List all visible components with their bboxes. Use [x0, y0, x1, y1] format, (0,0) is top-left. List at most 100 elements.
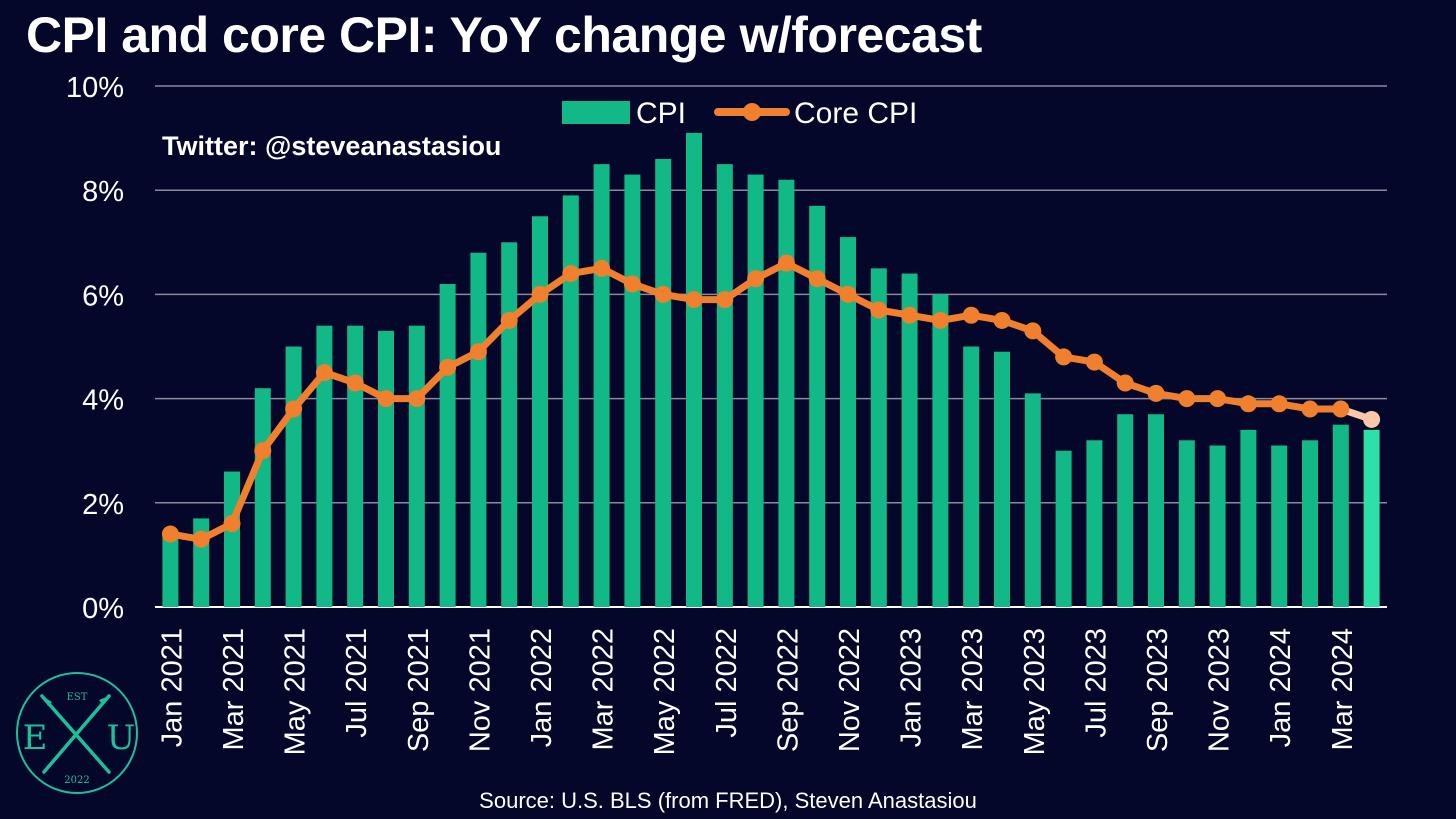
core-cpi-point [716, 291, 734, 309]
cpi-bar [1055, 450, 1072, 607]
cpi-bar [963, 346, 980, 607]
cpi-bar [501, 242, 518, 608]
source-note: Source: U.S. BLS (from FRED), Steven Ana… [479, 788, 977, 813]
core-cpi-point [1024, 322, 1042, 340]
x-tick-label: Mar 2024 [1327, 628, 1359, 751]
y-axis-ticks: 0% 2% 4% 6% 8% 10% [66, 72, 124, 625]
logo-est: EST [67, 692, 88, 703]
core-cpi-line [161, 254, 1381, 548]
cpi-bar [685, 132, 703, 607]
cpi-bar [655, 158, 672, 607]
x-axis-ticks: Jan 2021 Mar 2021 May 2021 Jul 2021 Sep 2021… [156, 628, 1358, 755]
core-cpi-point [531, 285, 549, 303]
legend-core-cpi-label: Core CPI [794, 97, 917, 130]
x-tick-label: Mar 2021 [218, 628, 250, 751]
cpi-bar [1301, 440, 1319, 607]
cpi-bar [901, 273, 918, 607]
x-tick-label: Nov 2023 [1204, 628, 1236, 752]
x-tick-label: Jan 2023 [896, 628, 928, 747]
cpi-bar [1117, 414, 1134, 607]
core-cpi-point [993, 311, 1011, 329]
core-cpi-point [870, 301, 888, 319]
core-cpi-point [623, 275, 641, 293]
cpi-bar [809, 205, 826, 607]
cpi-bar [593, 164, 610, 607]
cpi-bar [747, 174, 764, 607]
x-tick-label: Nov 2022 [834, 628, 866, 752]
core-cpi-point [1301, 400, 1319, 418]
logo-year: 2022 [64, 775, 89, 786]
x-tick-label: Mar 2023 [957, 628, 989, 751]
logo-letter-u: U [107, 718, 136, 758]
cpi-bar [839, 237, 857, 607]
cpi-bars [162, 132, 1380, 608]
core-cpi-point [285, 400, 303, 418]
core-cpi-point [1209, 390, 1227, 408]
core-cpi-point [1332, 400, 1350, 418]
cpi-bar [254, 388, 271, 607]
cpi-bar [1147, 414, 1165, 607]
cpi-bar [439, 283, 456, 607]
x-tick-label: May 2021 [280, 628, 312, 755]
cpi-bar [716, 164, 733, 607]
x-tick-label: Jul 2021 [341, 628, 373, 738]
y-tick-label: 0% [82, 593, 124, 625]
core-cpi-point [654, 285, 672, 303]
x-tick-label: Sep 2021 [403, 628, 435, 752]
cpi-bar [408, 325, 425, 607]
cpi-bar [1024, 393, 1041, 607]
y-tick-label: 4% [82, 385, 124, 417]
core-cpi-point [1147, 384, 1165, 402]
core-cpi-point [315, 364, 333, 382]
cpi-bar [531, 216, 549, 607]
core-cpi-point [901, 306, 919, 324]
y-tick-label: 6% [82, 280, 124, 312]
cpi-bar [932, 294, 949, 607]
cpi-bar [562, 195, 579, 607]
x-tick-label: May 2023 [1019, 628, 1051, 755]
legend-core-cpi-marker [743, 103, 761, 121]
chart-title: CPI and core CPI: YoY change w/forecast [26, 7, 982, 63]
y-tick-label: 2% [82, 489, 124, 521]
cpi-bar [870, 268, 887, 607]
core-cpi-forecast-point [1363, 410, 1381, 428]
y-tick-label: 10% [66, 72, 124, 104]
core-cpi-point [346, 374, 364, 392]
cpi-bar [377, 330, 395, 607]
legend-cpi-label: CPI [636, 97, 686, 130]
cpi-bar [1209, 445, 1226, 607]
x-tick-label: Jan 2022 [526, 628, 558, 747]
legend: CPI Core CPI [562, 97, 917, 130]
core-cpi-point [931, 311, 949, 329]
cpi-bar [624, 174, 641, 607]
cpi-bar [1271, 445, 1288, 607]
x-tick-label: Jan 2024 [1265, 628, 1297, 747]
core-cpi-point [223, 515, 241, 533]
exu-logo: EST E U 2022 [16, 672, 138, 794]
cpi-bar [316, 325, 333, 607]
core-cpi-point [962, 306, 980, 324]
cpi-bar [778, 179, 795, 607]
core-cpi-point [408, 390, 426, 408]
cpi-bar [470, 252, 487, 607]
cpi-bar [162, 534, 179, 607]
core-cpi-point [593, 259, 611, 277]
core-cpi-point [439, 358, 457, 376]
y-tick-label: 8% [82, 176, 124, 208]
core-cpi-point [500, 311, 518, 329]
grid-layer [155, 85, 1387, 608]
cpi-bar [1178, 440, 1195, 607]
core-cpi-point [377, 390, 395, 408]
cpi-bar [223, 471, 241, 607]
core-cpi-point [192, 530, 210, 548]
x-tick-label: Nov 2021 [464, 628, 496, 752]
core-cpi-point [1116, 374, 1134, 392]
watermark-twitter: Twitter: @steveanastasiou [162, 131, 501, 161]
core-cpi-point [808, 270, 826, 288]
x-tick-label: Mar 2022 [588, 628, 620, 751]
logo-letter-e: E [23, 718, 48, 758]
core-cpi-point [562, 265, 580, 283]
core-cpi-point [685, 291, 703, 309]
core-cpi-point [1270, 395, 1288, 413]
